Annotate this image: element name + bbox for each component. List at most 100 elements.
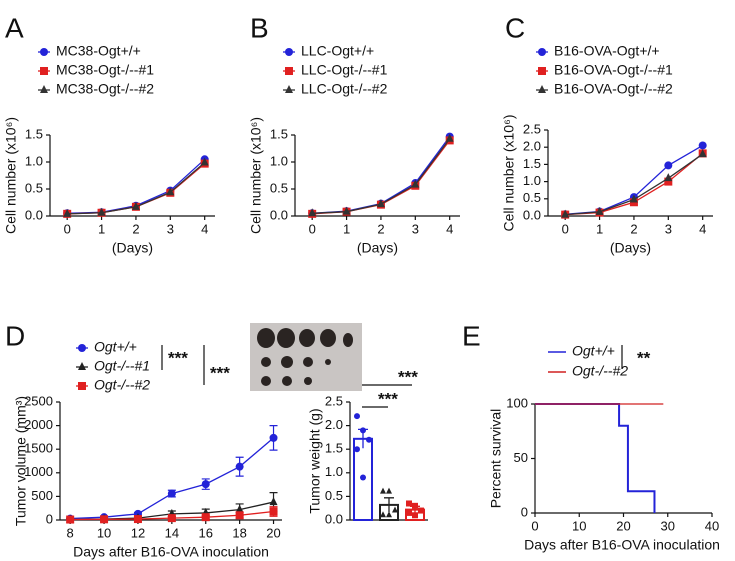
marker — [201, 513, 210, 522]
significance: *** — [210, 363, 230, 382]
legend-label: Ogt-/--#2 — [572, 363, 628, 379]
y-tick-label: 2000 — [24, 417, 53, 432]
significance: *** — [378, 389, 398, 408]
x-tick-label: 2 — [132, 221, 139, 236]
y-tick-label: 1.5 — [523, 156, 541, 171]
y-tick-label: 0.0 — [270, 207, 288, 222]
marker — [412, 512, 418, 519]
x-tick-label: 0 — [309, 221, 316, 236]
x-tick-label: 3 — [412, 221, 419, 236]
marker — [360, 474, 366, 481]
x-axis-label: (Days) — [357, 240, 398, 256]
marker — [664, 177, 673, 186]
x-tick-label: 4 — [699, 221, 706, 236]
marker — [538, 48, 546, 56]
panel-letter: D — [5, 320, 25, 351]
marker — [66, 515, 75, 524]
legend-label: B16-OVA-Ogt+/+ — [554, 43, 660, 59]
marker — [595, 206, 604, 215]
marker — [406, 500, 412, 507]
y-tick-label: 0.0 — [523, 207, 541, 222]
significance: *** — [398, 367, 418, 386]
significance: ** — [637, 348, 651, 367]
marker — [40, 67, 48, 75]
y-tick-label: 0.0 — [325, 511, 343, 526]
tumor — [320, 329, 336, 347]
series-line — [70, 437, 274, 520]
x-tick-label: 3 — [665, 221, 672, 236]
legend-label: MC38-Ogt-/--#2 — [56, 81, 154, 97]
x-tick-label: 8 — [67, 525, 74, 540]
x-tick-label: 1 — [343, 221, 350, 236]
marker — [285, 67, 293, 75]
marker — [133, 515, 142, 524]
y-axis-label: Tumor weight (g) — [307, 408, 323, 513]
marker — [392, 506, 398, 513]
marker — [411, 179, 420, 188]
x-tick-label: 3 — [167, 221, 174, 236]
marker — [97, 207, 106, 216]
y-tick-label: 2.5 — [523, 121, 541, 136]
tumor — [261, 357, 271, 367]
x-tick-label: 20 — [616, 518, 630, 533]
x-tick-label: 20 — [266, 525, 280, 540]
marker — [167, 514, 176, 523]
marker — [285, 85, 293, 93]
legend-label: LLC-Ogt+/+ — [301, 43, 374, 59]
marker — [342, 206, 351, 215]
marker — [698, 149, 707, 158]
marker — [166, 187, 175, 196]
y-axis-label: Tumor volume (mm³) — [13, 396, 29, 526]
marker — [386, 487, 392, 494]
marker — [100, 515, 109, 524]
marker — [269, 497, 278, 506]
x-axis-label: Days after B16-OVA inoculation — [73, 544, 269, 560]
x-tick-label: 1 — [98, 221, 105, 236]
y-tick-label: 0 — [521, 504, 528, 519]
x-tick-label: 12 — [131, 525, 145, 540]
x-tick-label: 10 — [97, 525, 111, 540]
x-tick-label: 4 — [446, 221, 453, 236]
y-axis-label: Cell number (x10⁶) — [3, 117, 19, 234]
legend-label: MC38-Ogt-/--#1 — [56, 62, 154, 78]
y-tick-label: 2500 — [24, 393, 53, 408]
marker — [406, 509, 412, 516]
legend-label: LLC-Ogt-/--#1 — [301, 62, 388, 78]
marker — [538, 85, 546, 93]
marker — [445, 133, 454, 142]
marker — [538, 67, 546, 75]
x-tick-label: 0 — [531, 518, 538, 533]
y-tick-label: 1.0 — [523, 173, 541, 188]
y-tick-label: 2.0 — [325, 417, 343, 432]
y-tick-label: 2.5 — [325, 393, 343, 408]
y-tick-label: 1.0 — [25, 153, 43, 168]
marker — [412, 502, 418, 509]
legend-label: Ogt+/+ — [572, 343, 615, 359]
marker — [235, 511, 244, 520]
marker — [308, 208, 317, 217]
x-tick-label: 18 — [232, 525, 246, 540]
y-axis-label: Percent survival — [488, 409, 504, 509]
y-tick-label: 0.5 — [523, 190, 541, 205]
x-tick-label: 14 — [165, 525, 179, 540]
x-axis-label: Days after B16-OVA inoculation — [524, 537, 720, 553]
panel-letter: B — [250, 12, 269, 43]
marker — [200, 157, 209, 166]
marker — [78, 344, 86, 352]
tumor — [343, 333, 353, 347]
marker — [40, 48, 48, 56]
legend-label: LLC-Ogt-/--#2 — [301, 81, 388, 97]
marker — [664, 173, 673, 182]
tumor — [261, 376, 271, 386]
marker — [235, 504, 244, 513]
y-tick-label: 0.5 — [25, 180, 43, 195]
marker — [235, 462, 244, 471]
legend-label: B16-OVA-Ogt-/--#1 — [554, 62, 673, 78]
tumor — [303, 357, 313, 367]
survival-curve — [535, 403, 656, 513]
marker — [629, 194, 638, 203]
marker — [376, 199, 385, 208]
y-tick-label: 2.0 — [523, 139, 541, 154]
y-tick-label: 0.5 — [270, 180, 288, 195]
